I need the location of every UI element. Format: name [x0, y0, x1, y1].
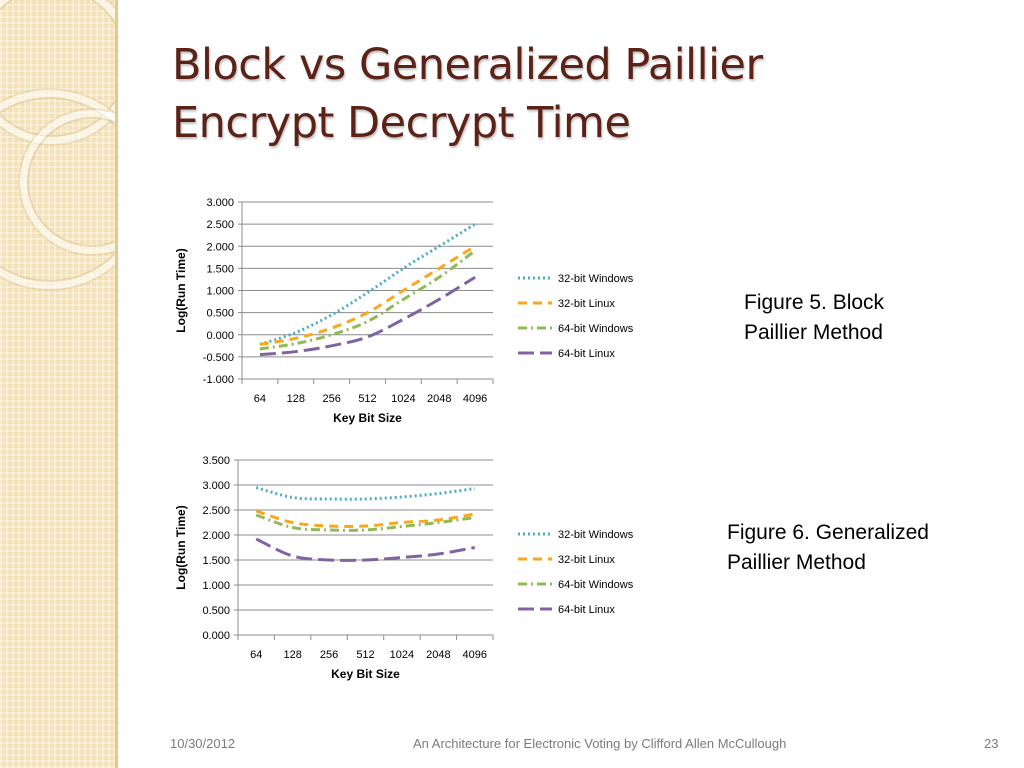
y-tick-label: 3.000	[202, 480, 230, 492]
footer-text: An Architecture for Electronic Voting by…	[413, 736, 787, 751]
figure-6-caption: Figure 6. Generalized Paillier Method	[727, 518, 929, 578]
chart-svg: 3.500 3.000 2.500 2.000 1.500 1.000 0.500 0.000…	[174, 455, 634, 681]
x-tick-label: 2048	[426, 649, 450, 661]
y-tick-label: 0.000	[202, 630, 230, 642]
x-tick-label: 4096	[463, 649, 487, 661]
y-tick-label: -1.000	[203, 374, 234, 386]
x-tick-label: 128	[283, 649, 301, 661]
x-tick-label: 2048	[427, 393, 451, 405]
slide-title-line-1: Block vs Generalized Paillier	[172, 40, 763, 90]
series-line-1	[259, 244, 476, 346]
slide-title-line-2: Encrypt Decrypt Time	[172, 98, 631, 148]
series-line-2	[259, 249, 476, 351]
series-line-3	[255, 537, 476, 562]
y-tick-label: 3.500	[202, 455, 230, 467]
footer-date: 10/30/2012	[170, 736, 236, 751]
x-tick-label: 1024	[390, 649, 414, 661]
x-tick-label: 256	[322, 393, 340, 405]
legend-label: 64-bit Windows	[558, 323, 634, 335]
series-line-0	[255, 486, 475, 501]
figure-6-caption-line-2: Paillier Method	[727, 551, 866, 574]
figure-6-caption-line-1: Figure 6. Generalized	[727, 521, 929, 544]
x-tick-label: 64	[254, 393, 266, 405]
x-tick-label: 128	[287, 393, 305, 405]
y-tick-label: 1.000	[202, 580, 230, 592]
legend-label: 64-bit Linux	[558, 604, 615, 616]
x-tick-label: 4096	[463, 393, 487, 405]
y-tick-label: 2.500	[202, 505, 230, 517]
y-tick-label: 1.000	[206, 286, 234, 298]
y-tick-label: 2.500	[206, 219, 234, 231]
page-number: 23	[984, 736, 999, 751]
generalized-paillier-chart: 3.500 3.000 2.500 2.000 1.500 1.000 0.500 0.000…	[160, 448, 680, 688]
block-paillier-chart: 3.000 2.500 2.000 1.500 1.000 0.500 0.000 -0.50…	[160, 188, 680, 438]
y-tick-label: 0.500	[206, 308, 234, 320]
y-tick-label: 1.500	[202, 555, 230, 567]
slide-title: Block vs Generalized Paillier Encrypt De…	[172, 36, 992, 152]
series-line-0	[259, 222, 476, 346]
sidebar-divider	[115, 0, 118, 768]
y-tick-label: 0.500	[202, 605, 230, 617]
y-tick-label: 0.000	[206, 330, 234, 342]
figure-5-caption-line-1: Figure 5. Block	[744, 291, 885, 314]
y-tick-label: -0.500	[203, 352, 234, 364]
x-axis-label: Key Bit Size	[331, 667, 400, 681]
decorative-ring	[0, 90, 115, 289]
y-tick-label: 2.000	[206, 241, 234, 253]
y-tick-label: 2.000	[202, 530, 230, 542]
y-axis-label: Log(Run Time)	[174, 505, 188, 589]
y-tick-label: 1.500	[206, 263, 234, 275]
legend-label: 32-bit Linux	[558, 554, 615, 566]
y-tick-label: 3.000	[206, 197, 234, 209]
decorative-sidebar	[0, 0, 115, 768]
x-axis-label: Key Bit Size	[333, 411, 402, 425]
legend-label: 32-bit Linux	[558, 298, 615, 310]
legend-label: 32-bit Windows	[558, 273, 634, 285]
x-tick-label: 256	[320, 649, 338, 661]
x-tick-label: 512	[356, 649, 374, 661]
x-tick-label: 512	[358, 393, 376, 405]
chart-svg: 3.000 2.500 2.000 1.500 1.000 0.500 0.000 -0.50…	[174, 197, 634, 425]
figure-5-caption: Figure 5. Block Paillier Method	[744, 288, 884, 348]
figure-5-caption-line-2: Paillier Method	[744, 321, 883, 344]
y-axis-label: Log(Run Time)	[174, 248, 188, 332]
legend-label: 64-bit Windows	[558, 579, 634, 591]
series-line-1	[255, 509, 476, 528]
legend-label: 64-bit Linux	[558, 348, 615, 360]
series-line-2	[255, 513, 475, 532]
x-tick-label: 64	[250, 649, 262, 661]
legend-label: 32-bit Windows	[558, 529, 634, 541]
x-tick-label: 1024	[391, 393, 415, 405]
series-line-3	[259, 275, 476, 357]
